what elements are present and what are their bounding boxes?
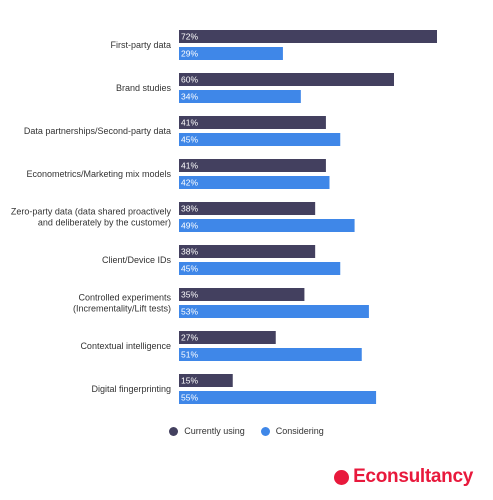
bar-considering — [179, 90, 301, 103]
brand-dot-icon — [334, 469, 350, 485]
brand-name: Econsultancy — [353, 466, 473, 487]
bar-considering — [179, 305, 369, 318]
bar-value-label: 34% — [181, 92, 198, 102]
category-label: First-party data — [110, 40, 171, 50]
bar-chart: First-party data 72% 29% Brand studies 60% 34… — [11, 30, 437, 404]
category-label: Client/Device IDs — [102, 255, 172, 265]
bar-currently-using — [179, 374, 233, 387]
legend-swatch-considering — [260, 426, 270, 436]
bar-considering — [179, 391, 377, 404]
bar-considering — [179, 262, 341, 275]
bar-value-label: 35% — [181, 290, 198, 300]
bar-considering — [179, 47, 283, 60]
bar-value-label: 41% — [181, 161, 198, 171]
bar-considering — [179, 133, 341, 146]
chart-legend: Currently using Considering — [0, 426, 493, 436]
bar-value-label: 45% — [181, 264, 198, 274]
bar-value-label: 41% — [181, 118, 198, 128]
bar-currently-using — [179, 288, 305, 301]
legend-swatch-currently-using — [169, 426, 179, 436]
bar-value-label: 51% — [181, 350, 198, 360]
legend-item-currently-using: Currently using — [169, 426, 245, 436]
bar-considering — [179, 176, 330, 189]
legend-item-considering: Considering — [260, 426, 324, 436]
category-label: Econometrics/Marketing mix models — [26, 169, 171, 179]
brand-logo: Econsultancy — [334, 466, 473, 488]
bar-value-label: 45% — [181, 135, 198, 145]
bar-currently-using — [179, 73, 394, 86]
bar-value-label: 53% — [181, 307, 198, 317]
bar-value-label: 42% — [181, 178, 198, 188]
bar-value-label: 49% — [181, 221, 198, 231]
bar-value-label: 15% — [181, 376, 198, 386]
category-label: Contextual intelligence — [80, 341, 171, 351]
category-label: Data partnerships/Second-party data — [24, 126, 171, 136]
category-label: (Incrementality/Lift tests) — [73, 304, 171, 314]
bar-value-label: 60% — [181, 75, 198, 85]
bar-value-label: 27% — [181, 333, 198, 343]
bar-currently-using — [179, 30, 437, 43]
bar-value-label: 72% — [181, 32, 198, 42]
bar-value-label: 38% — [181, 247, 198, 257]
bar-considering — [179, 348, 362, 361]
category-label: Controlled experiments — [78, 293, 171, 303]
category-label: Digital fingerprinting — [91, 384, 171, 394]
legend-label-considering: Considering — [275, 426, 324, 436]
bar-considering — [179, 219, 355, 232]
bar-value-label: 29% — [181, 49, 198, 59]
legend-label-currently-using: Currently using — [184, 426, 245, 436]
category-label: Brand studies — [116, 83, 172, 93]
category-label: Zero-party data (data shared proactively — [11, 207, 172, 217]
bar-value-label: 38% — [181, 204, 198, 214]
bar-currently-using — [179, 116, 326, 129]
bar-currently-using — [179, 159, 326, 172]
bar-currently-using — [179, 331, 276, 344]
bar-currently-using — [179, 245, 316, 258]
category-label: and deliberately by the customer) — [38, 218, 171, 228]
bar-value-label: 55% — [181, 393, 198, 403]
bar-currently-using — [179, 202, 316, 215]
